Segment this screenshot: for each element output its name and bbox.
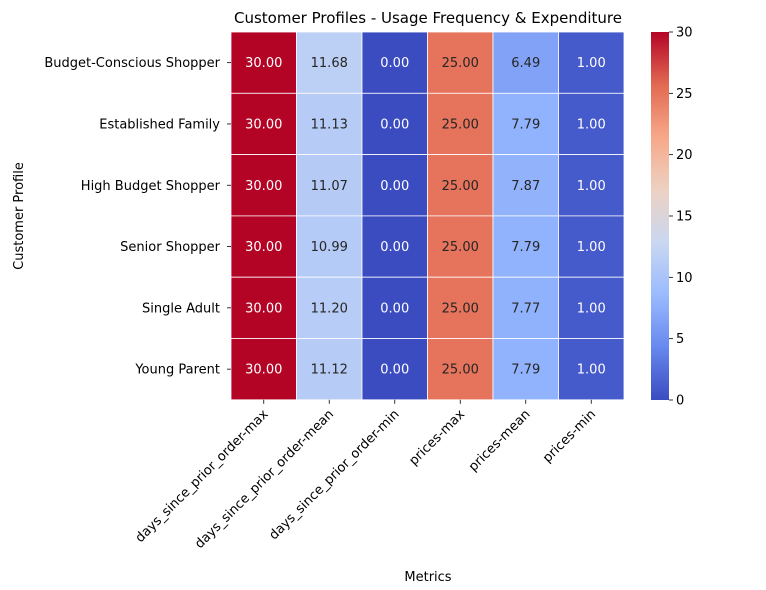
cell-value-label: 25.00	[442, 363, 479, 378]
x-tick-label: days_since_prior_order-min	[266, 407, 402, 543]
cell-value-label: 30.00	[245, 179, 282, 194]
heatmap-cell	[230, 31, 297, 94]
heatmap-cell	[558, 338, 625, 401]
cell-value-label: 11.13	[311, 117, 348, 132]
cell-value-label: 10.99	[311, 240, 348, 255]
heatmap-cell	[427, 215, 494, 278]
cell-value-label: 0.00	[380, 56, 409, 71]
heatmap-cell	[558, 276, 625, 339]
cell-value-label: 6.49	[511, 56, 540, 71]
heatmap-cell	[492, 276, 559, 339]
cell-value-label: 30.00	[245, 363, 282, 378]
heatmap-cell	[492, 338, 559, 401]
cell-value-label: 30.00	[245, 56, 282, 71]
y-axis-label: Customer Profile	[12, 162, 27, 270]
heatmap-cell	[361, 276, 428, 339]
heatmap-cell	[492, 31, 559, 94]
heatmap-cell	[230, 338, 297, 401]
colorbar-tick-label: 30	[676, 26, 693, 41]
cell-value-label: 25.00	[442, 240, 479, 255]
heatmap-cell	[230, 276, 297, 339]
cell-value-label: 11.12	[311, 363, 348, 378]
heatmap-cell	[296, 31, 363, 94]
heatmap-cell	[492, 154, 559, 217]
colorbar-tick-label: 15	[676, 210, 693, 225]
cell-value-label: 25.00	[442, 301, 479, 316]
cell-value-label: 11.07	[311, 179, 348, 194]
cell-value-label: 7.79	[511, 240, 540, 255]
colorbar-ticks: 0 5 10 15 20 25 30	[669, 26, 693, 409]
y-tick-label: Established Family	[99, 117, 220, 132]
heatmap-cell	[361, 215, 428, 278]
cell-value-label: 25.00	[442, 56, 479, 71]
cell-value-label: 1.00	[577, 363, 606, 378]
x-tick-label: prices-mean	[466, 407, 534, 475]
y-axis-ticks: Budget-Conscious Shopper Established Fami…	[44, 56, 231, 378]
y-tick-label: Senior Shopper	[120, 240, 220, 255]
heatmap-cell	[558, 154, 625, 217]
cell-value-label: 0.00	[380, 117, 409, 132]
heatmap-cell	[361, 31, 428, 94]
cell-value-label: 0.00	[380, 301, 409, 316]
cell-value-label: 25.00	[442, 117, 479, 132]
heatmap-cell	[230, 154, 297, 217]
colorbar-tick-label: 0	[676, 394, 684, 409]
colorbar	[651, 32, 669, 400]
heatmap-cell	[492, 215, 559, 278]
cell-value-label: 1.00	[577, 117, 606, 132]
heatmap-cell	[296, 154, 363, 217]
x-tick-label: days_since_prior_order-max	[133, 407, 272, 546]
y-tick-label: High Budget Shopper	[81, 179, 221, 194]
heatmap-cell	[427, 276, 494, 339]
x-axis-label: Metrics	[404, 570, 451, 585]
x-tick-label: days_since_prior_order-mean	[192, 407, 337, 552]
colorbar-tick-label: 25	[676, 87, 693, 102]
cell-value-label: 25.00	[442, 179, 479, 194]
heatmap-cell-labels: 30.00 11.68 0.00 25.00 6.49 1.00 30.00 11.13 0.0…	[245, 56, 606, 378]
colorbar-tick-label: 20	[676, 148, 693, 163]
chart-title: Customer Profiles - Usage Frequency & Ex…	[234, 9, 622, 27]
heatmap-cells	[230, 31, 625, 401]
cell-value-label: 7.79	[511, 117, 540, 132]
cell-value-label: 7.77	[511, 301, 540, 316]
cell-value-label: 30.00	[245, 240, 282, 255]
colorbar-tick-label: 10	[676, 271, 693, 286]
cell-value-label: 1.00	[577, 240, 606, 255]
cell-value-label: 1.00	[577, 56, 606, 71]
x-tick-label: prices-max	[406, 407, 468, 469]
cell-value-label: 0.00	[380, 240, 409, 255]
y-tick-label: Young Parent	[134, 363, 220, 378]
x-axis-ticks: days_since_prior_order-maxdays_since_pri…	[133, 399, 599, 552]
cell-value-label: 0.00	[380, 179, 409, 194]
heatmap-cell	[558, 92, 625, 156]
colorbar-tick-label: 5	[676, 332, 684, 347]
heatmap-cell	[427, 154, 494, 217]
heatmap-cell	[558, 31, 625, 94]
cell-value-label: 7.87	[511, 179, 540, 194]
cell-value-label: 7.79	[511, 363, 540, 378]
heatmap-cell	[230, 215, 297, 278]
cell-value-label: 30.00	[245, 117, 282, 132]
x-tick-label: prices-min	[540, 407, 599, 466]
cell-value-label: 0.00	[380, 363, 409, 378]
cell-value-label: 1.00	[577, 179, 606, 194]
cell-value-label: 11.20	[311, 301, 348, 316]
heatmap-cell	[427, 31, 494, 94]
heatmap-cell	[296, 92, 363, 156]
heatmap-cell	[296, 215, 363, 278]
cell-value-label: 11.68	[311, 56, 348, 71]
heatmap-cell	[558, 215, 625, 278]
y-tick-label: Budget-Conscious Shopper	[44, 56, 220, 71]
cell-value-label: 1.00	[577, 301, 606, 316]
y-tick-label: Single Adult	[142, 301, 220, 316]
heatmap-cell	[427, 92, 494, 156]
cell-value-label: 30.00	[245, 301, 282, 316]
